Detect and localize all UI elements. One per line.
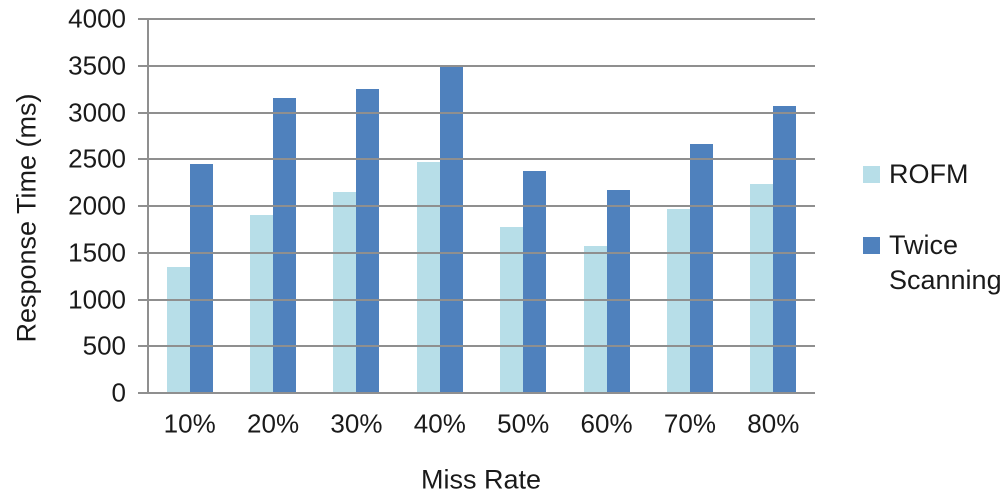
- y-tick-label-3500: 3500: [68, 50, 126, 81]
- gridline-2000: [148, 205, 815, 207]
- gridline-2500: [148, 158, 815, 161]
- legend-label-twice-scanning: Twice Scanning: [889, 230, 1000, 296]
- bar-rofm-30%: [333, 192, 357, 393]
- plot-area: [148, 18, 815, 394]
- bar-rofm-50%: [500, 227, 524, 393]
- bar-group-60%: [565, 19, 648, 393]
- gridline-1500: [148, 251, 815, 254]
- y-tick-1000: [138, 298, 148, 301]
- x-tick-label-50%: 50%: [497, 408, 550, 439]
- y-tick-0: [138, 392, 148, 394]
- gridline-1000: [148, 298, 815, 301]
- bar-rofm-40%: [416, 162, 440, 393]
- y-tick-label-0: 0: [111, 377, 126, 408]
- y-tick-label-2000: 2000: [68, 190, 126, 221]
- y-tick-500: [138, 345, 148, 348]
- bar-twice-scanning-50%: [523, 171, 547, 393]
- y-tick-label-4000: 4000: [68, 3, 126, 34]
- y-tick-label-1000: 1000: [68, 284, 126, 314]
- x-tick-label-10%: 10%: [163, 408, 216, 439]
- y-tick-4000: [138, 18, 148, 20]
- legend-swatch-rofm: [863, 166, 880, 183]
- gridline-3500: [148, 64, 815, 67]
- legend-entry-twice-scanning: Twice Scanning: [863, 228, 1000, 298]
- bar-group-80%: [732, 19, 815, 393]
- bar-group-50%: [482, 19, 565, 393]
- x-tick-label-80%: 80%: [747, 408, 800, 439]
- y-tick-label-500: 500: [82, 330, 126, 361]
- legend-label-rofm: ROFM: [889, 159, 969, 189]
- bar-group-20%: [231, 19, 314, 393]
- x-tick-label-40%: 40%: [413, 408, 466, 439]
- y-tick-2000: [138, 205, 148, 207]
- bar-group-30%: [315, 19, 398, 393]
- y-tick-label-2500: 2500: [68, 143, 126, 174]
- y-tick-3500: [138, 64, 148, 67]
- bar-twice-scanning-40%: [439, 66, 463, 393]
- x-tick-label-30%: 30%: [330, 408, 383, 439]
- x-tick-label-20%: 20%: [247, 408, 300, 439]
- y-tick-label-3000: 3000: [68, 97, 126, 127]
- bar-rofm-20%: [250, 215, 274, 393]
- gridline-0: [148, 392, 815, 394]
- y-tick-label-1500: 1500: [68, 237, 126, 268]
- bar-twice-scanning-60%: [606, 190, 630, 393]
- x-axis-title: Miss Rate: [420, 464, 542, 495]
- legend: ROFM Twice Scanning: [863, 157, 1000, 334]
- bar-twice-scanning-70%: [689, 144, 713, 393]
- bar-rofm-60%: [583, 246, 607, 393]
- y-tick-2500: [138, 158, 148, 161]
- y-tick-3000: [138, 111, 148, 114]
- y-axis-title: Response Time (ms): [11, 93, 42, 343]
- bar-group-40%: [398, 19, 481, 393]
- bar-twice-scanning-20%: [273, 98, 297, 393]
- bar-rofm-80%: [750, 184, 774, 393]
- bar-rofm-10%: [166, 267, 190, 393]
- legend-swatch-twice-scanning: [863, 237, 880, 255]
- gridline-4000: [148, 18, 815, 20]
- gridline-3000: [148, 111, 815, 114]
- bar-rofm-70%: [666, 209, 690, 393]
- x-tick-label-70%: 70%: [663, 408, 716, 439]
- bar-twice-scanning-30%: [356, 89, 380, 393]
- y-tick-1500: [138, 251, 148, 254]
- bar-twice-scanning-80%: [773, 106, 797, 393]
- legend-entry-rofm: ROFM: [863, 157, 1000, 192]
- x-tick-label-60%: 60%: [580, 408, 633, 439]
- gridline-500: [148, 345, 815, 348]
- bar-twice-scanning-10%: [189, 164, 213, 393]
